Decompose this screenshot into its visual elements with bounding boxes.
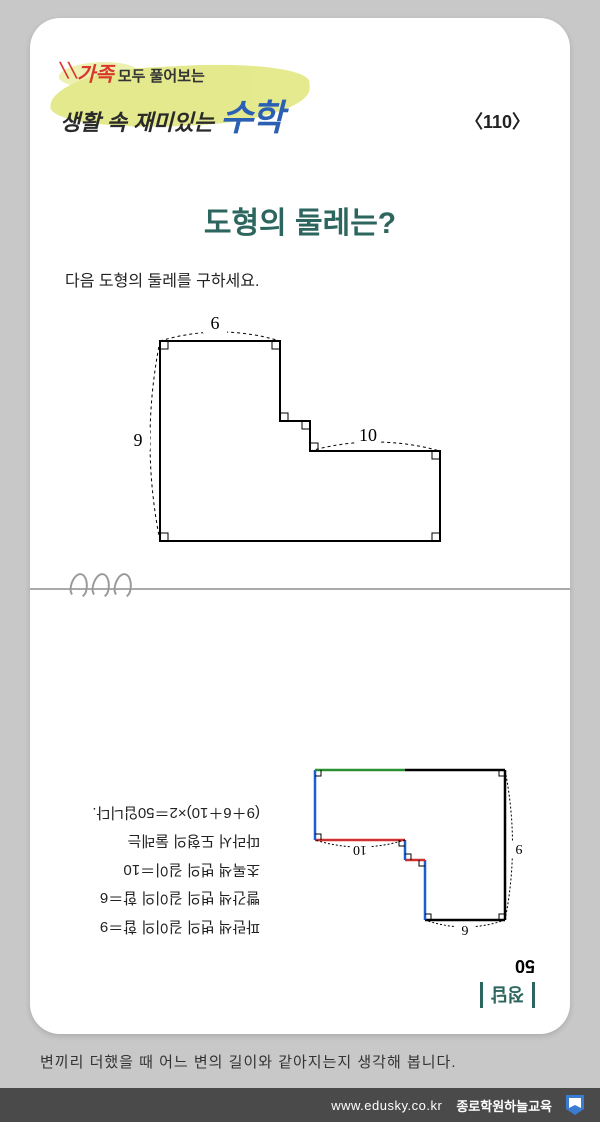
line2-a: 생활 속 재미있는 — [60, 110, 220, 135]
answer-line: 초록색 변의 길이＝10 — [92, 855, 260, 884]
svg-text:6: 6 — [462, 922, 469, 937]
hint-text: 변끼리 더했을 때 어느 변의 길이와 같아지는지 생각해 봅니다. — [40, 1051, 457, 1072]
title-line2: 생활 속 재미있는 수학 — [60, 89, 540, 141]
footer-url: www.edusky.co.kr — [331, 1098, 442, 1113]
header: ╲╲가족 모두 풀어보는 생활 속 재미있는 수학 〈110〉 — [30, 18, 570, 168]
answer-line: (9＋6＋10)×2＝50입니다. — [92, 798, 260, 827]
answer-explanation: 파란색 변의 길이의 합＝9빨간색 변의 길이의 합＝6초록색 변의 길이＝10… — [92, 740, 260, 940]
worksheet-card: ╲╲가족 모두 풀어보는 생활 속 재미있는 수학 〈110〉 도형의 둘레는?… — [30, 18, 570, 1034]
footer-bar: www.edusky.co.kr 종로학원하늘교육 — [0, 1088, 600, 1122]
title-line1: ╲╲가족 모두 풀어보는 — [60, 58, 540, 87]
tick-mark: ╲╲ — [60, 62, 77, 79]
svg-text:9: 9 — [516, 841, 523, 856]
answer-line: 파란색 변의 길이의 합＝9 — [92, 912, 260, 941]
question-figure: 6 9 10 — [100, 301, 500, 581]
ring-icon — [90, 572, 112, 601]
answer-section: 정답 50 6 9 10 파란색 변의 길이의 합＝9빨간색 변의 길이의 합＝6초… — [30, 598, 570, 1034]
question-title: 도형의 둘레는? — [30, 198, 570, 242]
answer-body: 6 9 10 파란색 변의 길이의 합＝9빨간색 변의 길이의 합＝6초록색 변의 … — [65, 740, 535, 940]
question-prompt: 다음 도형의 둘레를 구하세요. — [65, 267, 570, 291]
ring-icon — [68, 572, 90, 601]
svg-text:6: 6 — [211, 313, 220, 333]
ring-icon — [112, 572, 134, 601]
binder-rings — [70, 573, 132, 599]
answer-line: 빨간색 변의 길이의 합＝6 — [92, 883, 260, 912]
series-title: ╲╲가족 모두 풀어보는 생활 속 재미있는 수학 — [60, 58, 540, 141]
svg-text:10: 10 — [353, 842, 367, 857]
answer-figure: 6 9 10 — [285, 740, 535, 940]
footer-brand: 종로학원하늘교육 — [456, 1096, 552, 1115]
answer-label: 정답 — [480, 982, 535, 1008]
answer-value: 50 — [65, 955, 535, 976]
answer-line: 따라서 도형의 둘레는 — [92, 826, 260, 855]
svg-text:9: 9 — [134, 430, 143, 450]
shield-logo-icon — [566, 1095, 584, 1115]
svg-text:10: 10 — [359, 425, 377, 445]
math-word: 수학 — [220, 97, 282, 138]
line1-rest: 모두 풀어보는 — [114, 68, 205, 85]
family-word: 가족 — [77, 64, 114, 86]
